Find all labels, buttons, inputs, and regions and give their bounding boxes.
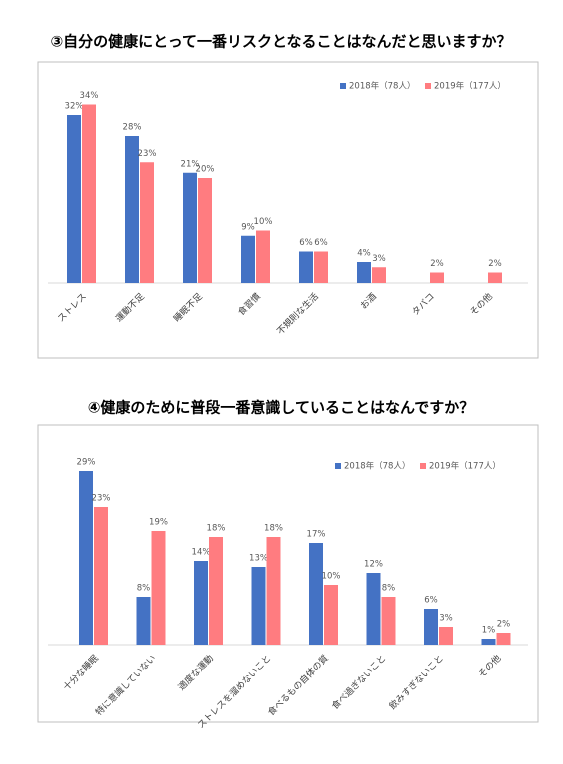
legend-swatch — [335, 463, 341, 469]
bar — [151, 531, 166, 645]
data-label: 23% — [92, 494, 111, 504]
data-label: 2% — [488, 259, 502, 269]
x-tick-label: 十分な睡眠 — [61, 652, 101, 692]
chart-title: ③自分の健康にとって一番リスクとなることはなんだと思いますか？ — [50, 33, 511, 51]
bar — [256, 230, 270, 283]
data-label: 23% — [138, 149, 157, 159]
x-tick-label: ストレス — [56, 292, 89, 325]
bar — [183, 172, 197, 283]
x-tick-label: お酒 — [358, 291, 379, 312]
x-tick-label: 特に意識していない — [93, 652, 159, 718]
data-label: 19% — [149, 518, 168, 528]
x-tick-label: 食べ過ぎないこと — [329, 652, 388, 711]
data-label: 8% — [382, 584, 396, 594]
bar — [266, 537, 281, 645]
data-label: 29% — [77, 458, 96, 468]
bar — [299, 251, 313, 283]
bar — [67, 115, 81, 283]
data-label: 1% — [482, 626, 496, 636]
legend-label: 2019年（177人） — [429, 461, 501, 472]
bar — [82, 104, 96, 283]
data-label: 34% — [80, 91, 99, 101]
x-tick-label: その他 — [476, 652, 504, 680]
chart-frame — [37, 61, 539, 359]
bar — [324, 585, 338, 645]
data-label: 10% — [254, 217, 273, 227]
data-label: 9% — [241, 222, 255, 232]
bar — [439, 627, 453, 645]
data-label: 3% — [372, 254, 386, 264]
bar — [198, 178, 212, 283]
legend-label: 2019年（177人） — [434, 81, 506, 92]
data-label: 18% — [264, 524, 283, 534]
chart-title: ④健康のために普段一番意識していることはなんですか？ — [88, 399, 475, 417]
bar — [366, 573, 381, 645]
x-tick-label: 食習慣 — [235, 290, 263, 318]
x-tick-label: 食べるもの自体の質 — [265, 652, 331, 718]
data-label: 10% — [322, 572, 341, 582]
legend-swatch — [425, 83, 431, 89]
x-tick-label: タバコ — [410, 291, 437, 318]
bar — [140, 162, 154, 283]
bar — [209, 537, 223, 645]
bar — [136, 597, 151, 645]
data-label: 17% — [307, 530, 326, 540]
bar — [372, 267, 386, 283]
data-label: 4% — [357, 249, 371, 259]
bar — [357, 262, 371, 283]
data-label: 6% — [424, 596, 438, 606]
bar — [94, 507, 108, 645]
data-label: 8% — [137, 584, 151, 594]
data-label: 28% — [123, 123, 142, 133]
bar — [241, 235, 255, 283]
bar — [79, 471, 93, 645]
bar — [251, 567, 266, 645]
bar — [496, 633, 511, 645]
data-label: 21% — [181, 159, 200, 169]
legend-label: 2018年（78人） — [344, 461, 410, 472]
x-tick-label: 飲みすぎないこと — [386, 652, 445, 711]
data-label: 14% — [192, 548, 211, 558]
x-tick-label: 睡眠不足 — [171, 290, 205, 324]
legend-swatch — [340, 83, 346, 89]
bar — [194, 561, 208, 645]
data-label: 12% — [364, 560, 383, 570]
bar — [125, 136, 139, 283]
bar — [314, 251, 328, 283]
data-label: 2% — [430, 259, 444, 269]
data-label: 32% — [65, 102, 84, 112]
legend-swatch — [420, 463, 426, 469]
data-label: 6% — [314, 238, 328, 248]
legend-label: 2018年（78人） — [349, 81, 415, 92]
bar — [424, 609, 438, 645]
bar — [481, 639, 496, 645]
x-tick-label: 不規則な生活 — [274, 290, 321, 337]
bar — [430, 272, 444, 283]
x-tick-label: 運動不足 — [114, 291, 147, 324]
data-label: 20% — [196, 165, 215, 175]
data-label: 2% — [497, 620, 511, 630]
chart-frame — [37, 424, 539, 723]
data-label: 3% — [439, 614, 453, 624]
data-label: 18% — [207, 524, 226, 534]
data-label: 13% — [249, 554, 268, 564]
bar — [488, 272, 502, 283]
x-tick-label: その他 — [467, 290, 495, 318]
x-tick-label: 適度な運動 — [176, 652, 216, 692]
bar — [381, 597, 396, 645]
bar — [309, 543, 323, 645]
data-label: 6% — [299, 238, 313, 248]
